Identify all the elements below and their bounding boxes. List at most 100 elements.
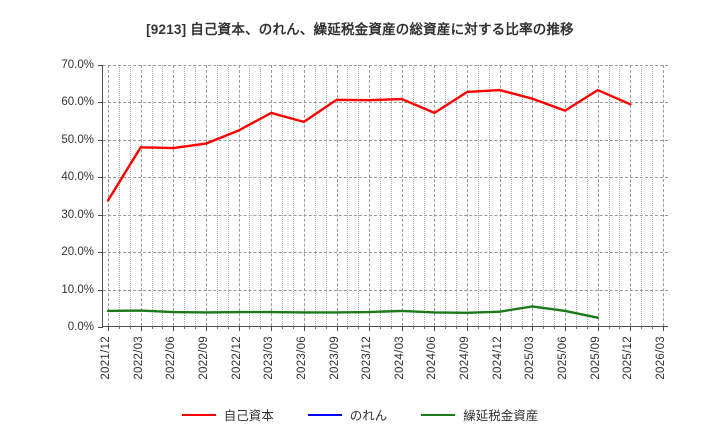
gridline-vertical-minor [184,65,186,326]
x-axis-tick-minor [521,326,523,329]
gridline-vertical [663,65,664,326]
gridline-vertical [108,65,109,326]
legend-color-swatch [181,413,216,416]
legend-item[interactable]: 繰延税金資産 [421,405,538,424]
y-axis-tick [98,139,103,141]
y-axis-label: 70.0% [61,59,94,71]
y-axis-tick [98,327,103,328]
gridline-vertical [565,65,567,326]
x-axis-label: 2023/12 [361,336,374,380]
x-axis-tick-minor [151,326,153,329]
x-axis-label: 2023/06 [295,336,308,380]
y-axis-label: 10.0% [61,283,94,296]
x-axis-tick-minor [129,326,131,329]
x-axis-tick-minor [586,326,588,329]
gridline-vertical-minor [445,65,447,326]
series-line [106,305,599,319]
x-axis-label: 2022/06 [165,336,178,380]
x-axis-tick-minor [293,326,294,329]
gridline-vertical-minor [619,65,621,326]
x-axis-label: 2022/09 [197,336,210,380]
gridline-vertical-minor [456,65,458,326]
gridline-vertical-minor [478,65,479,326]
gridline-vertical [467,65,469,326]
gridline-vertical-minor [249,65,251,326]
x-axis-tick-minor [445,326,447,329]
x-axis-label: 2024/06 [426,336,439,380]
x-axis-tick [108,326,109,331]
chart-title: [9213] 自己資本、のれん、繰延税金資産の総資産に対する比率の推移 [146,22,574,37]
gridline-vertical-minor [510,65,512,326]
gridline-vertical-minor [652,65,654,326]
x-axis-label: 2025/12 [622,336,635,380]
legend-label: 自己資本 [223,409,274,423]
plot-area [98,65,668,331]
gridline-horizontal [103,289,668,291]
x-axis-tick [597,326,599,331]
x-axis-tick [336,326,338,331]
gridline-vertical [205,65,207,326]
y-axis-tick [98,102,103,104]
plot-inner [98,65,668,331]
y-axis-label: 30.0% [61,208,94,221]
gridline-vertical-minor [347,65,349,326]
x-axis-tick [271,326,273,331]
x-axis-tick-minor [195,326,197,329]
x-axis-tick-minor [390,326,392,329]
gridline-vertical-minor [162,65,164,326]
gridline-vertical-minor [380,65,382,326]
x-axis-tick [565,326,567,331]
x-axis-tick [467,326,469,331]
gridline-vertical-minor [641,65,643,326]
y-axis-label: 60.0% [61,96,94,109]
x-axis-tick [369,326,371,331]
legend-item[interactable]: 自己資本 [181,405,274,424]
x-axis-tick-minor [380,326,382,329]
gridline-vertical-minor [293,65,294,326]
gridline-vertical-minor [412,65,414,326]
x-axis-tick [140,326,142,331]
x-axis-label: 2023/03 [263,336,276,380]
gridline-vertical-minor [325,65,327,326]
x-axis-tick-minor [184,326,186,329]
gridline-vertical [499,65,501,326]
gridline-horizontal [103,252,668,254]
gridline-vertical [140,65,142,326]
gridline-vertical [401,65,403,326]
x-axis-tick-minor [216,326,218,329]
x-axis-tick-minor [510,326,512,329]
x-axis-tick [434,326,436,331]
gridline-vertical-minor [521,65,523,326]
x-axis-tick-minor [575,326,577,329]
y-axis-label: 0.0% [67,321,94,333]
x-axis-tick [499,326,501,331]
gridline-horizontal [103,177,668,179]
gridline-vertical-minor [260,65,262,326]
x-axis-tick-minor [227,326,229,329]
gridline-vertical-minor [216,65,218,326]
gridline-horizontal [103,102,668,104]
gridline-vertical-minor [423,65,425,326]
x-axis-label: 2022/03 [132,336,145,380]
x-axis-label: 2026/03 [655,336,667,380]
x-axis-tick-minor [478,326,479,329]
x-axis-tick-minor [554,326,556,329]
y-axis-label: 20.0% [61,246,94,259]
x-axis-label: 2021/12 [100,336,112,380]
legend-item[interactable]: のれん [307,405,387,424]
gridline-vertical-minor [358,65,360,326]
gridline-vertical [238,65,240,326]
gridline-horizontal [103,65,668,66]
x-axis-tick-minor [488,326,490,329]
x-axis-tick-minor [543,326,545,329]
gridline-vertical [630,65,632,326]
x-axis-tick-minor [619,326,621,329]
x-axis-tick-minor [641,326,643,329]
x-axis-tick-minor [282,326,284,329]
gridline-vertical-minor [586,65,588,326]
x-axis-tick [630,326,632,331]
x-axis-label: 2025/06 [557,336,570,380]
x-axis-tick-minor [325,326,327,329]
gridline-vertical-minor [608,65,610,326]
